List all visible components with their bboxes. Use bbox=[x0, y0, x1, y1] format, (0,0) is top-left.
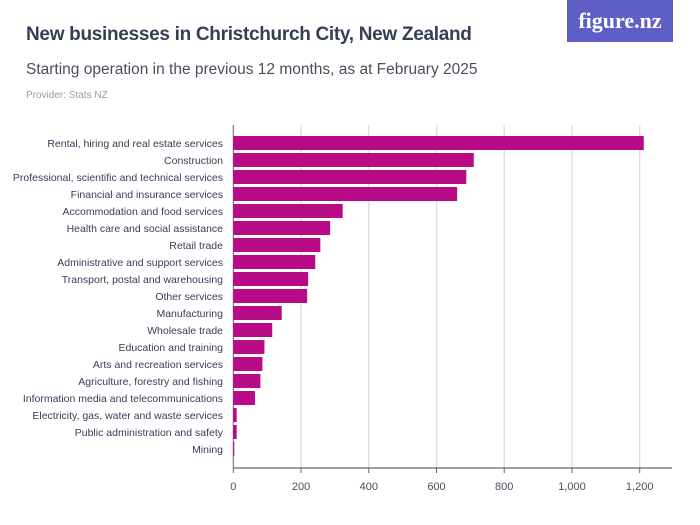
chart-subtitle: Starting operation in the previous 12 mo… bbox=[26, 61, 478, 78]
x-tick-label: 600 bbox=[427, 481, 445, 493]
bar bbox=[233, 272, 309, 286]
bar bbox=[233, 340, 265, 354]
bar bbox=[233, 238, 321, 252]
provider-label: Provider: Stats NZ bbox=[26, 90, 108, 101]
x-tick-label: 400 bbox=[360, 481, 378, 493]
category-label: Arts and recreation services bbox=[93, 359, 223, 371]
category-label: Manufacturing bbox=[156, 308, 223, 320]
category-label: Transport, postal and warehousing bbox=[62, 274, 223, 286]
x-tick-label: 800 bbox=[495, 481, 513, 493]
category-label: Rental, hiring and real estate services bbox=[47, 138, 223, 150]
bar bbox=[233, 374, 261, 388]
bar bbox=[233, 170, 467, 184]
category-label: Wholesale trade bbox=[147, 325, 223, 337]
category-label: Agriculture, forestry and fishing bbox=[78, 376, 223, 388]
category-label: Information media and telecommunications bbox=[23, 393, 223, 405]
category-label: Professional, scientific and technical s… bbox=[13, 172, 223, 184]
x-tick-label: 1,200 bbox=[626, 481, 654, 493]
bar bbox=[233, 306, 282, 320]
bar bbox=[233, 255, 316, 269]
bar bbox=[233, 187, 458, 201]
figure-nz-logo[interactable]: figure.nz bbox=[567, 0, 673, 42]
category-label: Retail trade bbox=[169, 240, 223, 252]
category-label: Other services bbox=[155, 291, 223, 303]
x-tick-label: 1,000 bbox=[558, 481, 586, 493]
bar bbox=[233, 391, 255, 405]
category-label: Electricity, gas, water and waste servic… bbox=[32, 410, 223, 422]
bar bbox=[233, 221, 331, 235]
bar bbox=[233, 425, 237, 439]
category-label: Health care and social assistance bbox=[67, 223, 224, 235]
bar bbox=[233, 204, 343, 218]
x-tick-label: 200 bbox=[292, 481, 310, 493]
category-label: Accommodation and food services bbox=[63, 206, 224, 218]
category-label: Financial and insurance services bbox=[71, 189, 223, 201]
bar bbox=[233, 136, 644, 150]
category-label: Education and training bbox=[119, 342, 224, 354]
bar bbox=[233, 153, 474, 167]
category-label: Mining bbox=[192, 444, 223, 456]
bar bbox=[233, 408, 237, 422]
bar bbox=[233, 357, 263, 371]
category-label: Construction bbox=[164, 155, 223, 167]
category-label: Administrative and support services bbox=[57, 257, 223, 269]
category-label: Public administration and safety bbox=[75, 427, 224, 439]
x-tick-label: 0 bbox=[230, 481, 236, 493]
bar bbox=[233, 323, 273, 337]
chart-title: New businesses in Christchurch City, New… bbox=[26, 24, 472, 45]
bar bbox=[233, 289, 308, 303]
bar bbox=[233, 442, 235, 456]
